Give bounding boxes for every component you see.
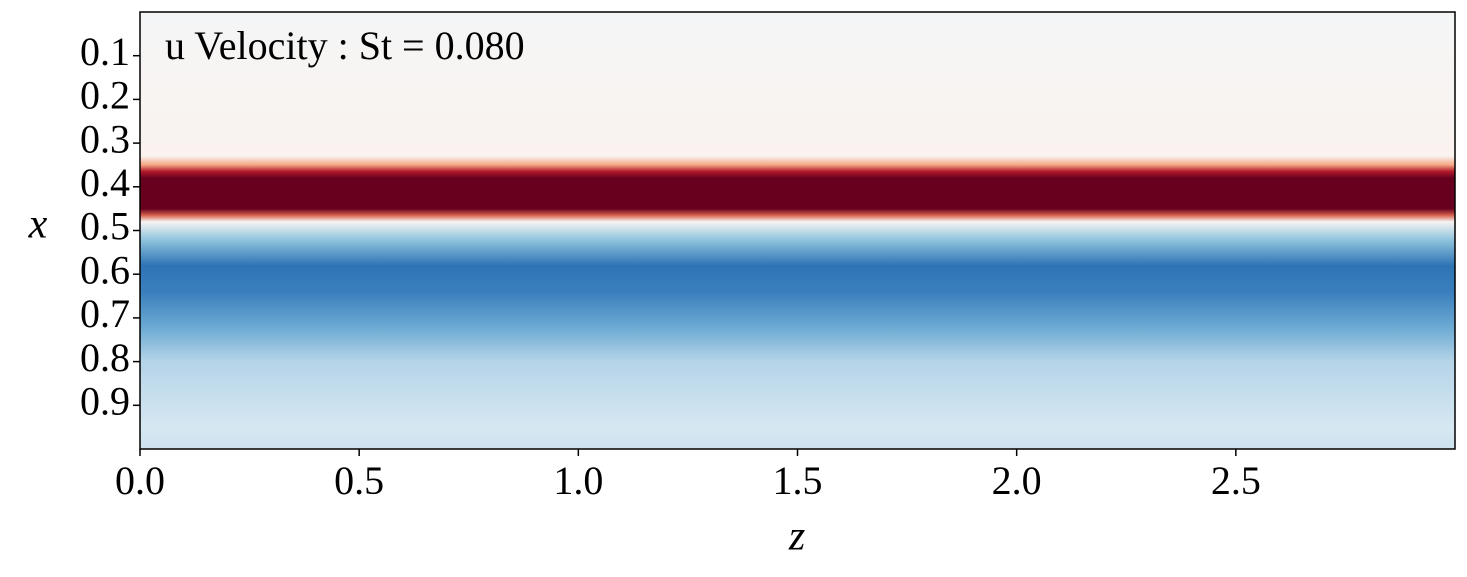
- x-tick-label: 2.0: [992, 458, 1042, 503]
- y-tick-label: 0.9: [80, 378, 130, 423]
- y-tick-label: 0.6: [80, 247, 130, 292]
- y-tick-label: 0.2: [80, 73, 130, 118]
- y-tick-label: 0.7: [80, 291, 130, 336]
- y-tick-label: 0.8: [80, 335, 130, 380]
- heatmap-image: [140, 12, 1455, 449]
- y-tick-label: 0.3: [80, 116, 130, 161]
- x-tick-label: 1.5: [773, 458, 823, 503]
- y-tick-label: 0.5: [80, 204, 130, 249]
- y-tick-label: 0.4: [80, 160, 130, 205]
- x-tick-label: 1.0: [553, 458, 603, 503]
- x-tick-label: 2.5: [1211, 458, 1261, 503]
- x-tick-label: 0.0: [115, 458, 165, 503]
- y-axis-label: x: [28, 202, 48, 248]
- x-axis-label: z: [788, 514, 805, 560]
- annotation: u Velocity : St = 0.080: [165, 23, 525, 68]
- y-tick-label: 0.1: [80, 29, 130, 74]
- x-tick-label: 0.5: [334, 458, 384, 503]
